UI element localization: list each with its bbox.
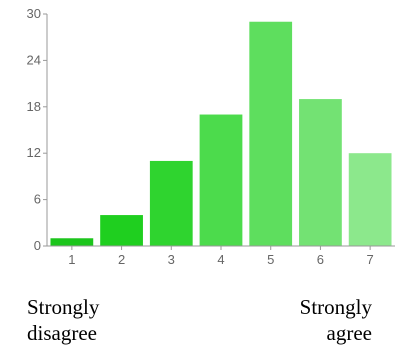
bar-3 [149, 160, 193, 246]
bar-4 [199, 114, 243, 247]
y-tick-label-6: 6 [34, 192, 41, 207]
bar-6 [299, 99, 342, 246]
y-axis: 0 6 12 18 24 30 [27, 6, 48, 253]
x-tick-label-1: 1 [68, 252, 75, 267]
x-tick-label-7: 7 [367, 252, 374, 267]
scale-high-label: Strongly agree [299, 295, 372, 345]
bars [50, 21, 392, 247]
bar-2 [100, 215, 143, 246]
bar-5 [249, 21, 293, 246]
y-tick-label-12: 12 [27, 145, 41, 160]
x-tick-label-3: 3 [168, 252, 175, 267]
x-axis: 1 2 3 4 5 6 7 [47, 245, 395, 267]
y-tick-label-0: 0 [34, 238, 41, 253]
scale-low-label: Strongly disagree [27, 295, 100, 345]
y-tick-label-30: 30 [27, 6, 41, 21]
x-tick-label-5: 5 [267, 252, 274, 267]
bar-7 [348, 153, 392, 246]
y-tick-label-18: 18 [27, 99, 41, 114]
x-tick-label-6: 6 [317, 252, 324, 267]
bar-1 [50, 238, 94, 246]
x-tick-label-4: 4 [217, 252, 224, 267]
y-tick-label-24: 24 [27, 52, 41, 67]
x-tick-label-2: 2 [118, 252, 125, 267]
